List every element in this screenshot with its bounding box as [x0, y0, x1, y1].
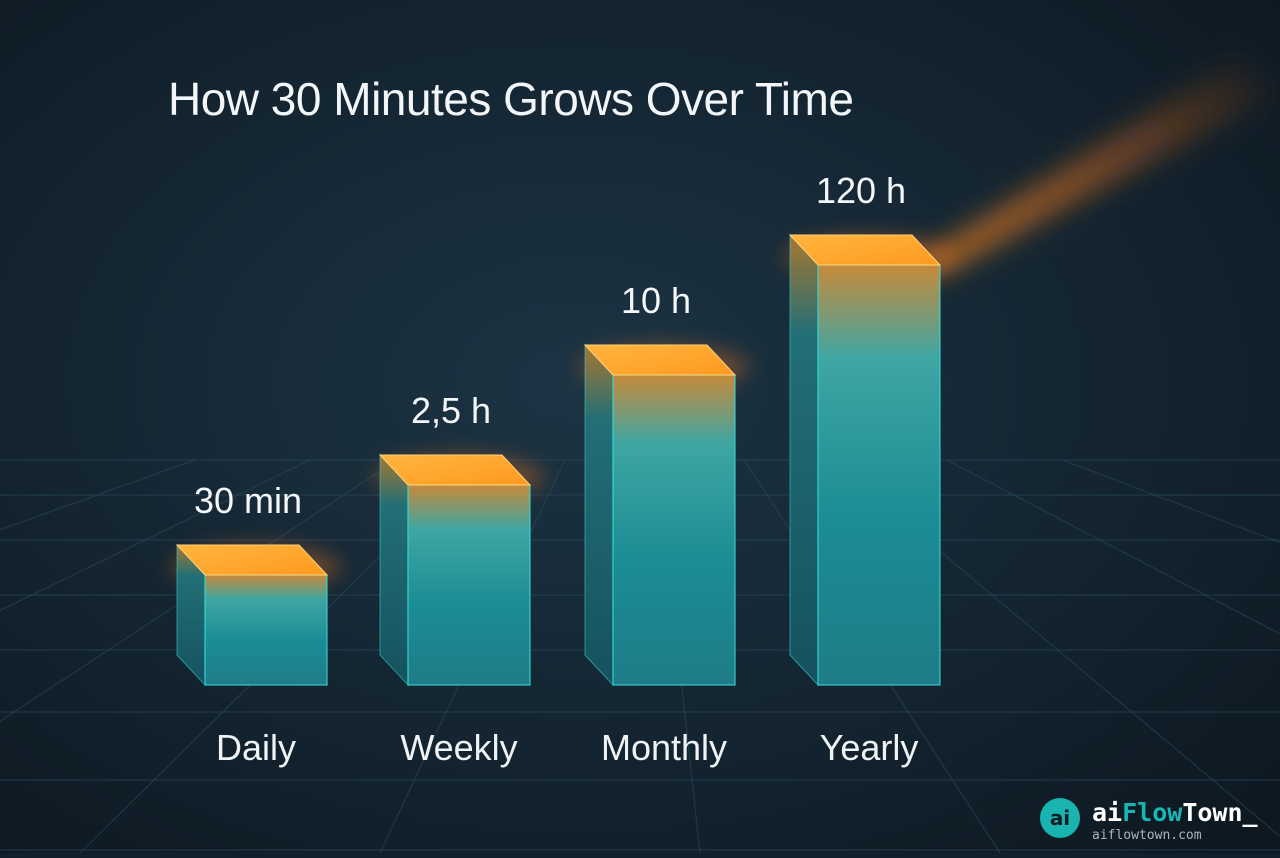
- bar-front: [612, 374, 736, 686]
- bar-side: [789, 233, 819, 687]
- data-label-weekly: 2,5 h: [411, 390, 491, 431]
- grid-line-v: [1062, 459, 1280, 544]
- brand-logo-icon: ai: [1040, 798, 1080, 838]
- bar-daily: [171, 543, 341, 687]
- grid-line-v: [0, 459, 398, 723]
- brand-name-part2: Flow: [1122, 798, 1183, 827]
- brand-name-part1: ai: [1092, 798, 1123, 827]
- bar-top: [175, 544, 329, 576]
- bar-side: [584, 343, 614, 687]
- bar-front: [407, 484, 531, 686]
- grid-line-v: [0, 459, 195, 531]
- grid-line-v: [0, 459, 311, 612]
- bar-side: [379, 453, 409, 687]
- bar-monthly: [579, 343, 749, 687]
- chart-title: How 30 Minutes Grows Over Time: [168, 73, 854, 125]
- category-label-daily: Daily: [216, 727, 296, 768]
- data-label-daily: 30 min: [194, 480, 302, 521]
- brand-watermark: ai aiFlowTown_ aiflowtown.com: [1040, 796, 1272, 846]
- brand-name-part3: Town_: [1182, 798, 1258, 827]
- brand-name: aiFlowTown_: [1092, 798, 1258, 827]
- data-label-yearly: 120 h: [816, 170, 906, 211]
- data-label-monthly: 10 h: [621, 280, 691, 321]
- bar-top: [378, 454, 532, 486]
- glow-beam: [915, 55, 1275, 275]
- grid-line-v: [946, 459, 1280, 635]
- bar-top: [583, 344, 737, 376]
- category-label-yearly: Yearly: [820, 727, 919, 768]
- bar-weekly: [374, 453, 544, 687]
- category-label-monthly: Monthly: [601, 727, 727, 768]
- category-label-weekly: Weekly: [400, 727, 517, 768]
- bar-yearly: [784, 233, 954, 687]
- bar-top: [788, 234, 942, 266]
- bar-front: [817, 264, 941, 686]
- brand-url: aiflowtown.com: [1092, 828, 1202, 843]
- bar-front: [204, 574, 328, 686]
